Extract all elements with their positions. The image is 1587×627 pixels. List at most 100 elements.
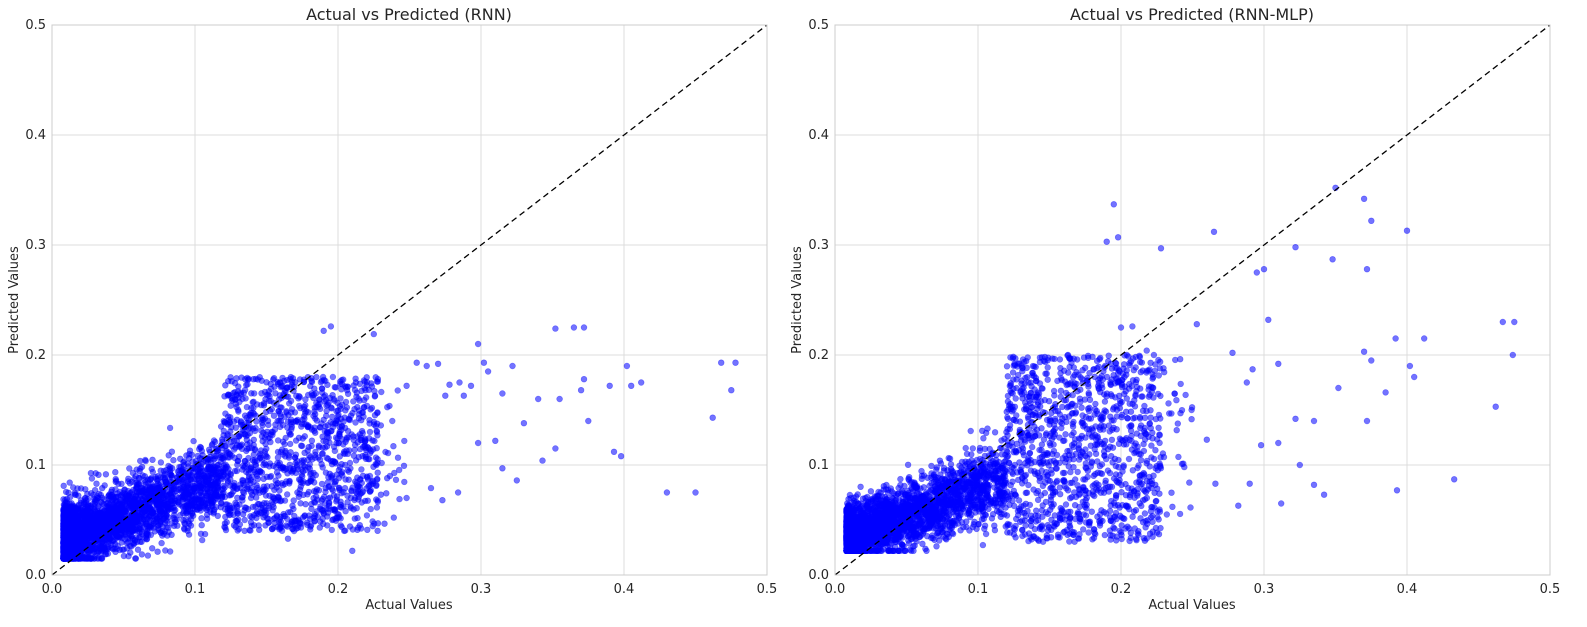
data-point	[222, 513, 229, 521]
data-point	[190, 437, 197, 445]
data-point	[329, 413, 336, 420]
data-point	[270, 412, 278, 419]
data-point	[374, 527, 381, 534]
data-point	[247, 494, 255, 502]
data-point	[276, 487, 283, 494]
data-point	[300, 462, 307, 469]
data-point	[305, 409, 312, 416]
data-point	[255, 522, 262, 529]
data-point	[329, 506, 336, 513]
data-point	[146, 525, 153, 532]
data-point	[238, 445, 246, 452]
data-point	[933, 543, 940, 550]
data-point	[338, 523, 345, 531]
data-point	[391, 469, 398, 477]
data-point	[198, 492, 206, 500]
data-point	[284, 491, 291, 498]
data-point	[105, 502, 112, 509]
data-point	[262, 396, 269, 403]
data-point	[394, 454, 402, 461]
data-point	[260, 475, 267, 482]
data-points	[60, 323, 739, 562]
data-point	[374, 378, 381, 385]
data-point	[239, 488, 247, 495]
data-point	[454, 489, 462, 496]
data-point	[93, 528, 101, 535]
data-point	[343, 436, 350, 443]
data-point	[552, 445, 559, 452]
data-point	[320, 509, 327, 516]
data-point	[663, 489, 671, 496]
data-point	[427, 484, 435, 492]
data-point	[234, 508, 241, 515]
data-point	[313, 493, 320, 500]
data-point	[336, 430, 343, 438]
data-point	[366, 472, 374, 480]
data-point	[318, 497, 325, 504]
data-point	[101, 544, 108, 551]
data-point	[169, 483, 176, 491]
data-point	[284, 535, 292, 542]
data-point	[383, 490, 390, 497]
data-point	[116, 533, 123, 540]
data-point	[396, 466, 403, 474]
data-point	[467, 382, 475, 389]
data-point	[484, 368, 492, 375]
data-point	[318, 461, 325, 468]
data-point	[60, 529, 68, 537]
data-point	[66, 493, 74, 501]
data-point	[138, 551, 146, 558]
data-point	[347, 494, 355, 502]
data-point	[434, 360, 442, 367]
data-point	[251, 488, 258, 495]
data-point	[355, 524, 362, 531]
data-point	[373, 504, 381, 511]
data-point	[290, 497, 297, 504]
data-point	[220, 485, 227, 493]
data-point	[368, 404, 376, 412]
data-point	[623, 362, 631, 370]
data-point	[99, 500, 106, 507]
data-point	[274, 454, 282, 461]
data-point	[692, 489, 699, 496]
data-point	[269, 493, 276, 500]
data-point	[160, 474, 167, 481]
data-point	[82, 486, 89, 493]
data-point	[358, 466, 365, 473]
data-point	[365, 483, 372, 490]
data-point	[200, 480, 207, 488]
x-tick-label: 0.5	[757, 582, 778, 597]
data-point	[257, 468, 264, 475]
data-point	[214, 512, 222, 520]
data-point	[121, 486, 128, 494]
data-point	[474, 340, 482, 348]
chart-title: Actual vs Predicted (RNN-MLP)	[1070, 5, 1314, 24]
data-point	[310, 391, 318, 398]
data-point	[344, 499, 351, 506]
data-point	[225, 465, 232, 473]
data-point	[627, 382, 635, 389]
y-tick-label: 0.0	[25, 568, 46, 583]
data-point	[509, 362, 516, 370]
data-point	[149, 456, 156, 463]
data-point	[112, 478, 119, 485]
data-point	[120, 546, 127, 553]
data-point	[355, 496, 362, 503]
data-point	[320, 520, 327, 527]
data-point	[364, 497, 371, 504]
data-point	[126, 528, 133, 535]
x-tick-label: 0.2	[328, 582, 349, 597]
data-point	[366, 446, 373, 453]
data-point	[250, 441, 257, 449]
data-point	[126, 496, 134, 503]
data-point	[293, 418, 300, 425]
data-point	[288, 423, 296, 431]
data-point	[236, 433, 243, 440]
data-point	[289, 521, 296, 529]
data-point	[336, 453, 343, 460]
data-point	[221, 393, 228, 400]
data-point	[331, 459, 338, 466]
data-point	[372, 460, 379, 468]
x-tick-label: 0.1	[185, 582, 206, 597]
data-point	[1155, 424, 1162, 431]
